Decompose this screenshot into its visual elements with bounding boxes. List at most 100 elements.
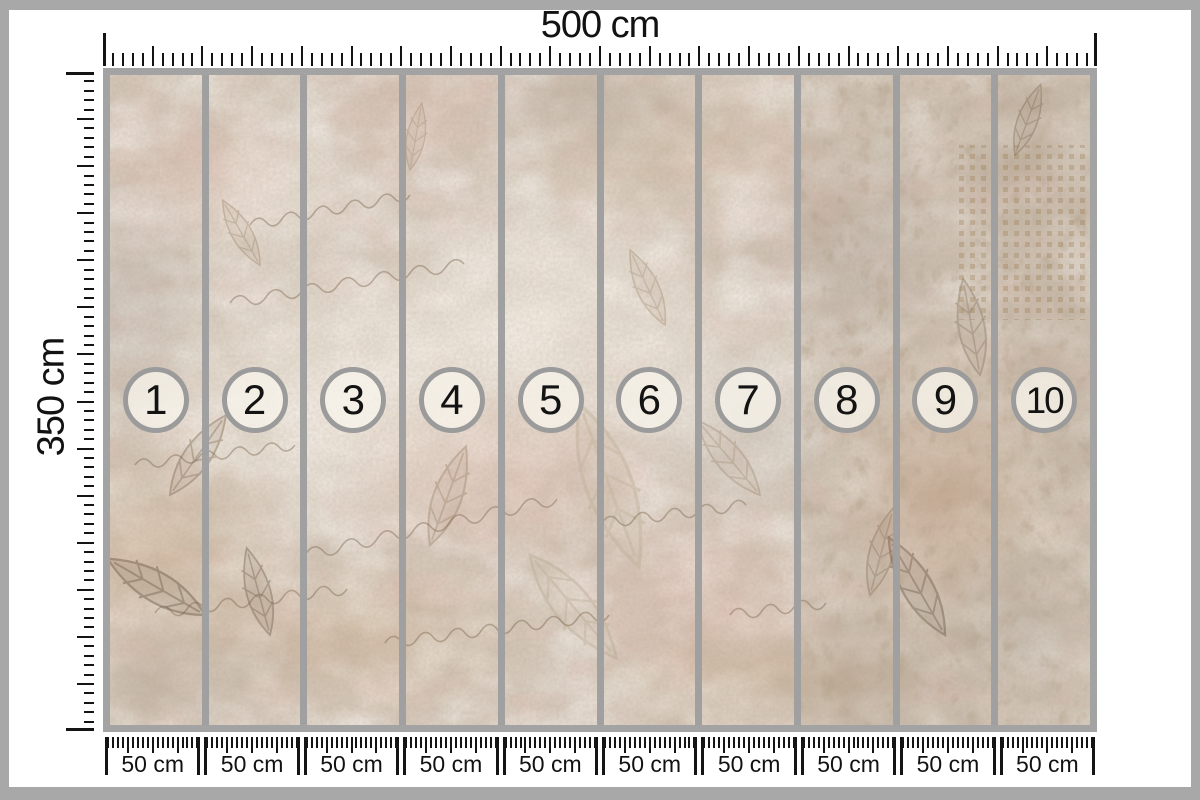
ruler-tick [554, 737, 557, 748]
ruler-tick [315, 737, 318, 748]
ruler-tick [84, 645, 94, 648]
ruler-tick [1026, 737, 1029, 748]
ruler-tick [400, 46, 403, 66]
ruler-tick [499, 46, 502, 66]
ruler-tick [151, 737, 154, 753]
ruler-tick [186, 737, 189, 748]
ruler-tick [602, 737, 606, 775]
ruler-tick [623, 737, 626, 753]
ruler-tick [728, 53, 731, 66]
ruler-tick [1026, 53, 1029, 66]
panel-number-badge: 1 [122, 367, 189, 433]
ruler-tick [519, 737, 522, 748]
ruler-tick [1051, 737, 1054, 748]
ruler-tick [280, 737, 283, 748]
bottom-ruler-segment: 50 cm [898, 737, 997, 783]
ruler-tick [887, 53, 890, 66]
ruler-tick [1076, 53, 1079, 66]
ruler-tick [84, 193, 94, 196]
ruler-tick [84, 240, 94, 243]
segment-width-label: 50 cm [419, 751, 483, 777]
ruler-tick [1006, 53, 1009, 66]
ruler-tick [84, 654, 94, 657]
ruler-tick [1056, 53, 1059, 66]
ruler-tick [912, 737, 915, 748]
bottom-ruler-segment: 50 cm [103, 737, 202, 783]
ruler-tick [1016, 737, 1019, 748]
ruler-tick [986, 53, 989, 66]
panel-divider [596, 75, 604, 725]
ruler-tick [748, 46, 751, 66]
panel-divider [793, 75, 801, 725]
ruler-tick [340, 737, 343, 748]
ruler-tick [105, 737, 108, 775]
ruler-tick [663, 737, 666, 748]
ruler-tick [84, 278, 94, 281]
panel-number-badge: 10 [1011, 367, 1078, 433]
ruler-tick [84, 268, 94, 271]
ruler-tick [459, 53, 462, 66]
ruler-tick [84, 551, 94, 554]
ruler-tick [340, 53, 343, 66]
ruler-tick [951, 737, 954, 748]
ruler-tick [787, 737, 790, 748]
ruler-tick [618, 53, 621, 66]
panel-divider [201, 75, 209, 725]
ruler-tick [599, 46, 601, 66]
ruler-tick [296, 737, 300, 775]
ruler-tick [767, 53, 770, 66]
ruler-tick [658, 737, 661, 748]
ruler-tick [902, 737, 905, 748]
ruler-tick [748, 737, 751, 753]
ruler-tick [131, 53, 134, 66]
panel-number-badge: 6 [616, 367, 683, 433]
ruler-tick [303, 737, 307, 775]
ruler-tick [84, 673, 94, 676]
ruler-tick [350, 46, 353, 66]
ruler-tick [103, 33, 106, 66]
ruler-tick [927, 737, 930, 748]
ruler-tick [638, 737, 641, 748]
ruler-tick [837, 737, 840, 748]
panel-row: 1 2 3 4 5 6 7 8 9 10 [110, 75, 1090, 725]
ruler-tick [1036, 737, 1039, 748]
ruler-tick [464, 737, 467, 748]
ruler-tick [534, 737, 537, 748]
ruler-tick [126, 737, 129, 753]
panel-number: 1 [144, 376, 168, 423]
ruler-tick [84, 626, 94, 629]
ruler-tick [77, 588, 94, 591]
ruler-tick [84, 692, 94, 695]
segment-width-label: 50 cm [817, 751, 880, 777]
ruler-tick [613, 737, 616, 748]
ruler-tick [907, 737, 910, 748]
ruler-tick [390, 737, 393, 748]
ruler-tick [290, 737, 293, 748]
ruler-tick [251, 737, 254, 753]
ruler-tick [976, 53, 979, 66]
ruler-tick [504, 737, 507, 748]
ruler-tick [84, 701, 94, 704]
ruler-tick [330, 53, 333, 66]
ruler-tick [380, 53, 383, 66]
panel-2: 2 [209, 75, 301, 725]
ruler-tick [509, 737, 512, 748]
panel-5: 5 [505, 75, 597, 725]
ruler-tick [425, 737, 428, 753]
ruler-tick [320, 737, 323, 748]
ruler-tick [996, 46, 999, 66]
segment-width-label: 50 cm [1016, 751, 1079, 777]
bottom-ruler-segment: 50 cm [699, 737, 798, 783]
ruler-tick [191, 737, 194, 748]
ruler-tick [708, 737, 711, 748]
ruler-tick [84, 89, 94, 92]
ruler-tick [270, 737, 273, 748]
ruler-tick [84, 183, 94, 186]
ruler-tick [84, 221, 94, 224]
ruler-tick [728, 737, 731, 748]
panel-divider [695, 75, 703, 725]
ruler-tick [678, 53, 681, 66]
ruler-tick [678, 737, 681, 748]
ruler-tick [484, 737, 487, 748]
ruler-tick [310, 53, 313, 66]
